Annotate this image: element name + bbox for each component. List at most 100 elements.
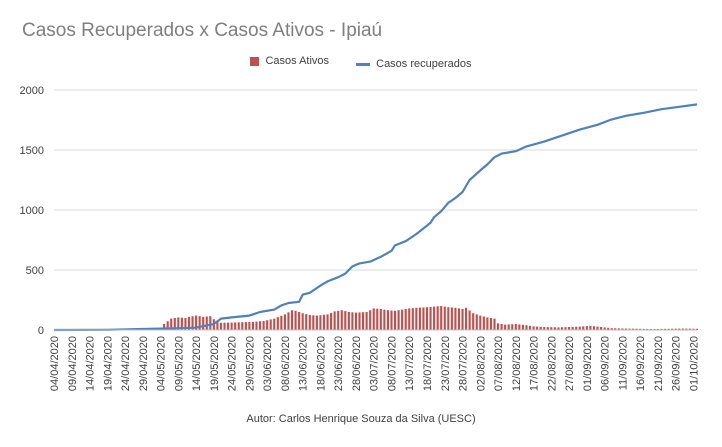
bar-casos-ativos <box>315 315 318 330</box>
x-tick-label: 28/07/2020 <box>458 336 470 391</box>
bar-casos-ativos <box>258 321 262 330</box>
bar-casos-ativos <box>475 314 478 330</box>
bar-casos-ativos <box>344 311 347 330</box>
bar-casos-ativos <box>546 327 549 330</box>
bar-casos-ativos <box>205 316 208 330</box>
bar-casos-ativos <box>422 307 425 330</box>
bar-casos-ativos <box>326 314 329 330</box>
x-tick-label: 28/06/2020 <box>351 336 363 391</box>
bar-casos-ativos <box>287 312 290 330</box>
bar-casos-ativos <box>425 307 429 330</box>
x-tick-label: 04/04/2020 <box>49 336 61 391</box>
bar-casos-ativos <box>489 318 493 330</box>
bar-casos-ativos <box>347 312 350 330</box>
bar-casos-ativos <box>585 326 588 330</box>
bar-casos-ativos <box>195 315 198 330</box>
x-tick-label: 14/05/2020 <box>191 336 203 391</box>
y-tick-label: 1000 <box>20 205 44 217</box>
bar-casos-ativos <box>393 310 397 330</box>
bar-casos-ativos <box>550 327 553 330</box>
bar-casos-ativos <box>251 321 255 330</box>
bar-casos-ativos <box>600 327 603 330</box>
bar-casos-ativos <box>290 310 294 330</box>
bar-casos-ativos <box>624 328 628 330</box>
bar-casos-ativos <box>443 306 446 330</box>
legend-item-ativos: Casos Ativos <box>250 55 329 67</box>
chart-title: Casos Recuperados x Casos Ativos - Ipiaú <box>22 20 383 41</box>
bar-casos-ativos <box>539 326 542 330</box>
bar-casos-ativos <box>241 322 244 330</box>
x-tick-label: 18/06/2020 <box>315 336 327 391</box>
bar-casos-ativos <box>429 306 432 330</box>
bar-casos-ativos <box>560 327 564 330</box>
bar-casos-ativos <box>621 328 624 330</box>
bar-casos-ativos <box>493 318 496 330</box>
bar-casos-ativos <box>631 328 635 330</box>
bar-casos-ativos <box>504 324 507 330</box>
bar-casos-ativos <box>362 312 365 330</box>
bar-casos-ativos <box>603 327 606 330</box>
bar-casos-ativos <box>436 306 439 330</box>
bar-casos-ativos <box>340 310 343 330</box>
legend-label-recuperados: Casos recuperados <box>376 58 472 70</box>
bar-casos-ativos <box>198 316 201 330</box>
bar-casos-ativos <box>237 322 240 330</box>
bar-casos-ativos <box>685 328 688 330</box>
bar-casos-ativos <box>216 321 219 330</box>
bar-casos-ativos <box>411 308 414 330</box>
bar-casos-ativos <box>390 310 393 330</box>
x-tick-label: 21/09/2020 <box>653 336 665 391</box>
bar-casos-ativos <box>433 306 436 330</box>
bar-casos-ativos <box>415 307 418 330</box>
bar-casos-ativos <box>397 310 400 330</box>
x-tick-label: 07/08/2020 <box>493 336 505 391</box>
y-tick-label: 500 <box>26 265 44 277</box>
bar-casos-ativos <box>383 309 386 330</box>
bar-casos-ativos <box>507 324 510 330</box>
bar-casos-ativos <box>450 307 453 330</box>
x-tick-label: 04/05/2020 <box>156 336 168 391</box>
legend-swatch-recuperados <box>356 62 371 66</box>
x-tick-label: 06/09/2020 <box>600 336 612 391</box>
x-tick-label: 03/06/2020 <box>262 336 274 391</box>
bar-casos-ativos <box>358 312 361 330</box>
bar-casos-ativos <box>230 322 233 330</box>
bar-casos-ativos <box>468 310 471 330</box>
bar-casos-ativos <box>255 321 258 330</box>
bar-casos-ativos <box>461 309 464 330</box>
bar-casos-ativos <box>401 309 404 330</box>
x-tick-label: 29/05/2020 <box>244 336 256 391</box>
bar-casos-ativos <box>305 314 308 330</box>
bar-casos-ativos <box>532 326 535 330</box>
bar-casos-ativos <box>695 328 699 330</box>
bar-casos-ativos <box>663 328 667 330</box>
x-tick-label: 29/04/2020 <box>138 336 150 391</box>
bar-casos-ativos <box>333 311 336 330</box>
bar-casos-ativos <box>521 324 524 330</box>
legend: Casos Ativos Casos recuperados <box>0 55 722 70</box>
bar-casos-ativos <box>482 316 485 330</box>
bar-casos-ativos <box>248 321 251 330</box>
bar-casos-ativos <box>294 310 297 330</box>
bar-casos-ativos <box>610 328 613 330</box>
bar-casos-ativos <box>376 308 379 330</box>
bar-casos-ativos <box>589 325 592 330</box>
bar-casos-ativos <box>187 316 191 330</box>
bar-casos-ativos <box>244 322 247 330</box>
bar-casos-ativos <box>479 315 482 330</box>
x-tick-label: 08/06/2020 <box>280 336 292 391</box>
bar-casos-ativos <box>177 317 180 330</box>
bar-casos-ativos <box>276 317 279 330</box>
bar-casos-ativos <box>667 328 670 330</box>
bar-casos-ativos <box>614 328 617 330</box>
bar-casos-ativos <box>408 308 411 330</box>
legend-item-recuperados: Casos recuperados <box>356 58 472 70</box>
bar-casos-ativos <box>266 320 269 330</box>
bar-casos-ativos <box>219 322 223 330</box>
bar-casos-ativos <box>553 327 556 330</box>
bar-casos-ativos <box>440 306 443 330</box>
bar-casos-ativos <box>557 327 560 330</box>
bar-casos-ativos <box>223 322 226 330</box>
bar-casos-ativos <box>180 317 183 330</box>
